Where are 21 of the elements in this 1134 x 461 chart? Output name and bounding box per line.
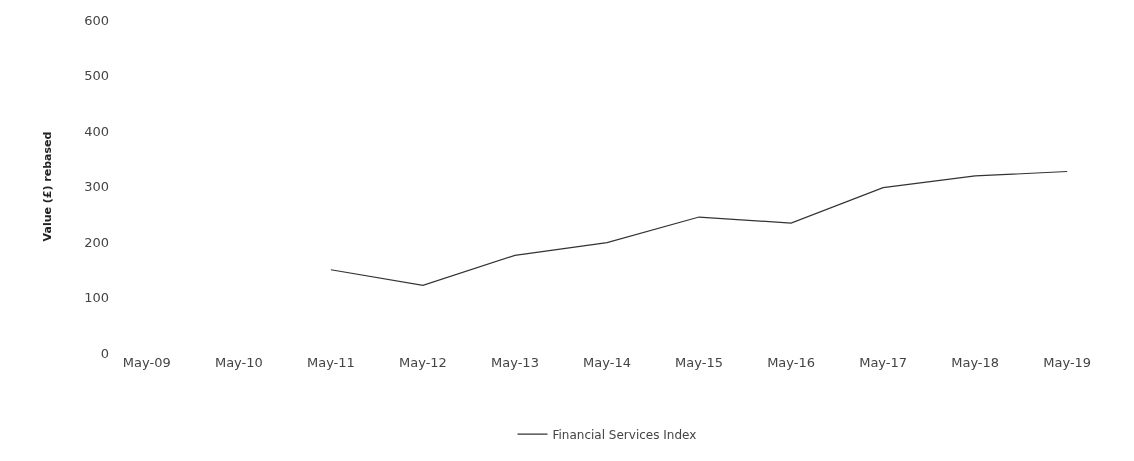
x-tick-label: May-10: [214, 355, 263, 370]
x-tick-label: May-13: [491, 355, 539, 370]
line-series: [330, 170, 1068, 286]
x-tick-label: May-15: [675, 355, 723, 370]
x-tick-label: May-18: [951, 355, 1000, 370]
y-tick-label: 600: [84, 12, 109, 28]
y-axis-title: Value (£) rebased: [40, 131, 54, 242]
y-tick-label: 300: [84, 179, 109, 195]
x-tick-label: May-17: [859, 355, 908, 370]
y-tick-label: 400: [84, 123, 109, 139]
x-tick-label: May-09: [122, 355, 171, 370]
legend-label: Financial Services Index: [552, 427, 697, 442]
y-tick-label: 200: [84, 234, 109, 250]
x-tick-label: May-16: [767, 355, 816, 370]
x-tick-label: May-19: [1043, 355, 1092, 370]
y-tick-label: 500: [84, 68, 109, 84]
x-tick-label: May-11: [306, 355, 355, 370]
y-tick-label: 100: [84, 290, 109, 306]
y-tick-label: 0: [100, 345, 109, 361]
x-tick-label: May-12: [398, 355, 447, 370]
x-tick-label: May-14: [583, 355, 631, 370]
